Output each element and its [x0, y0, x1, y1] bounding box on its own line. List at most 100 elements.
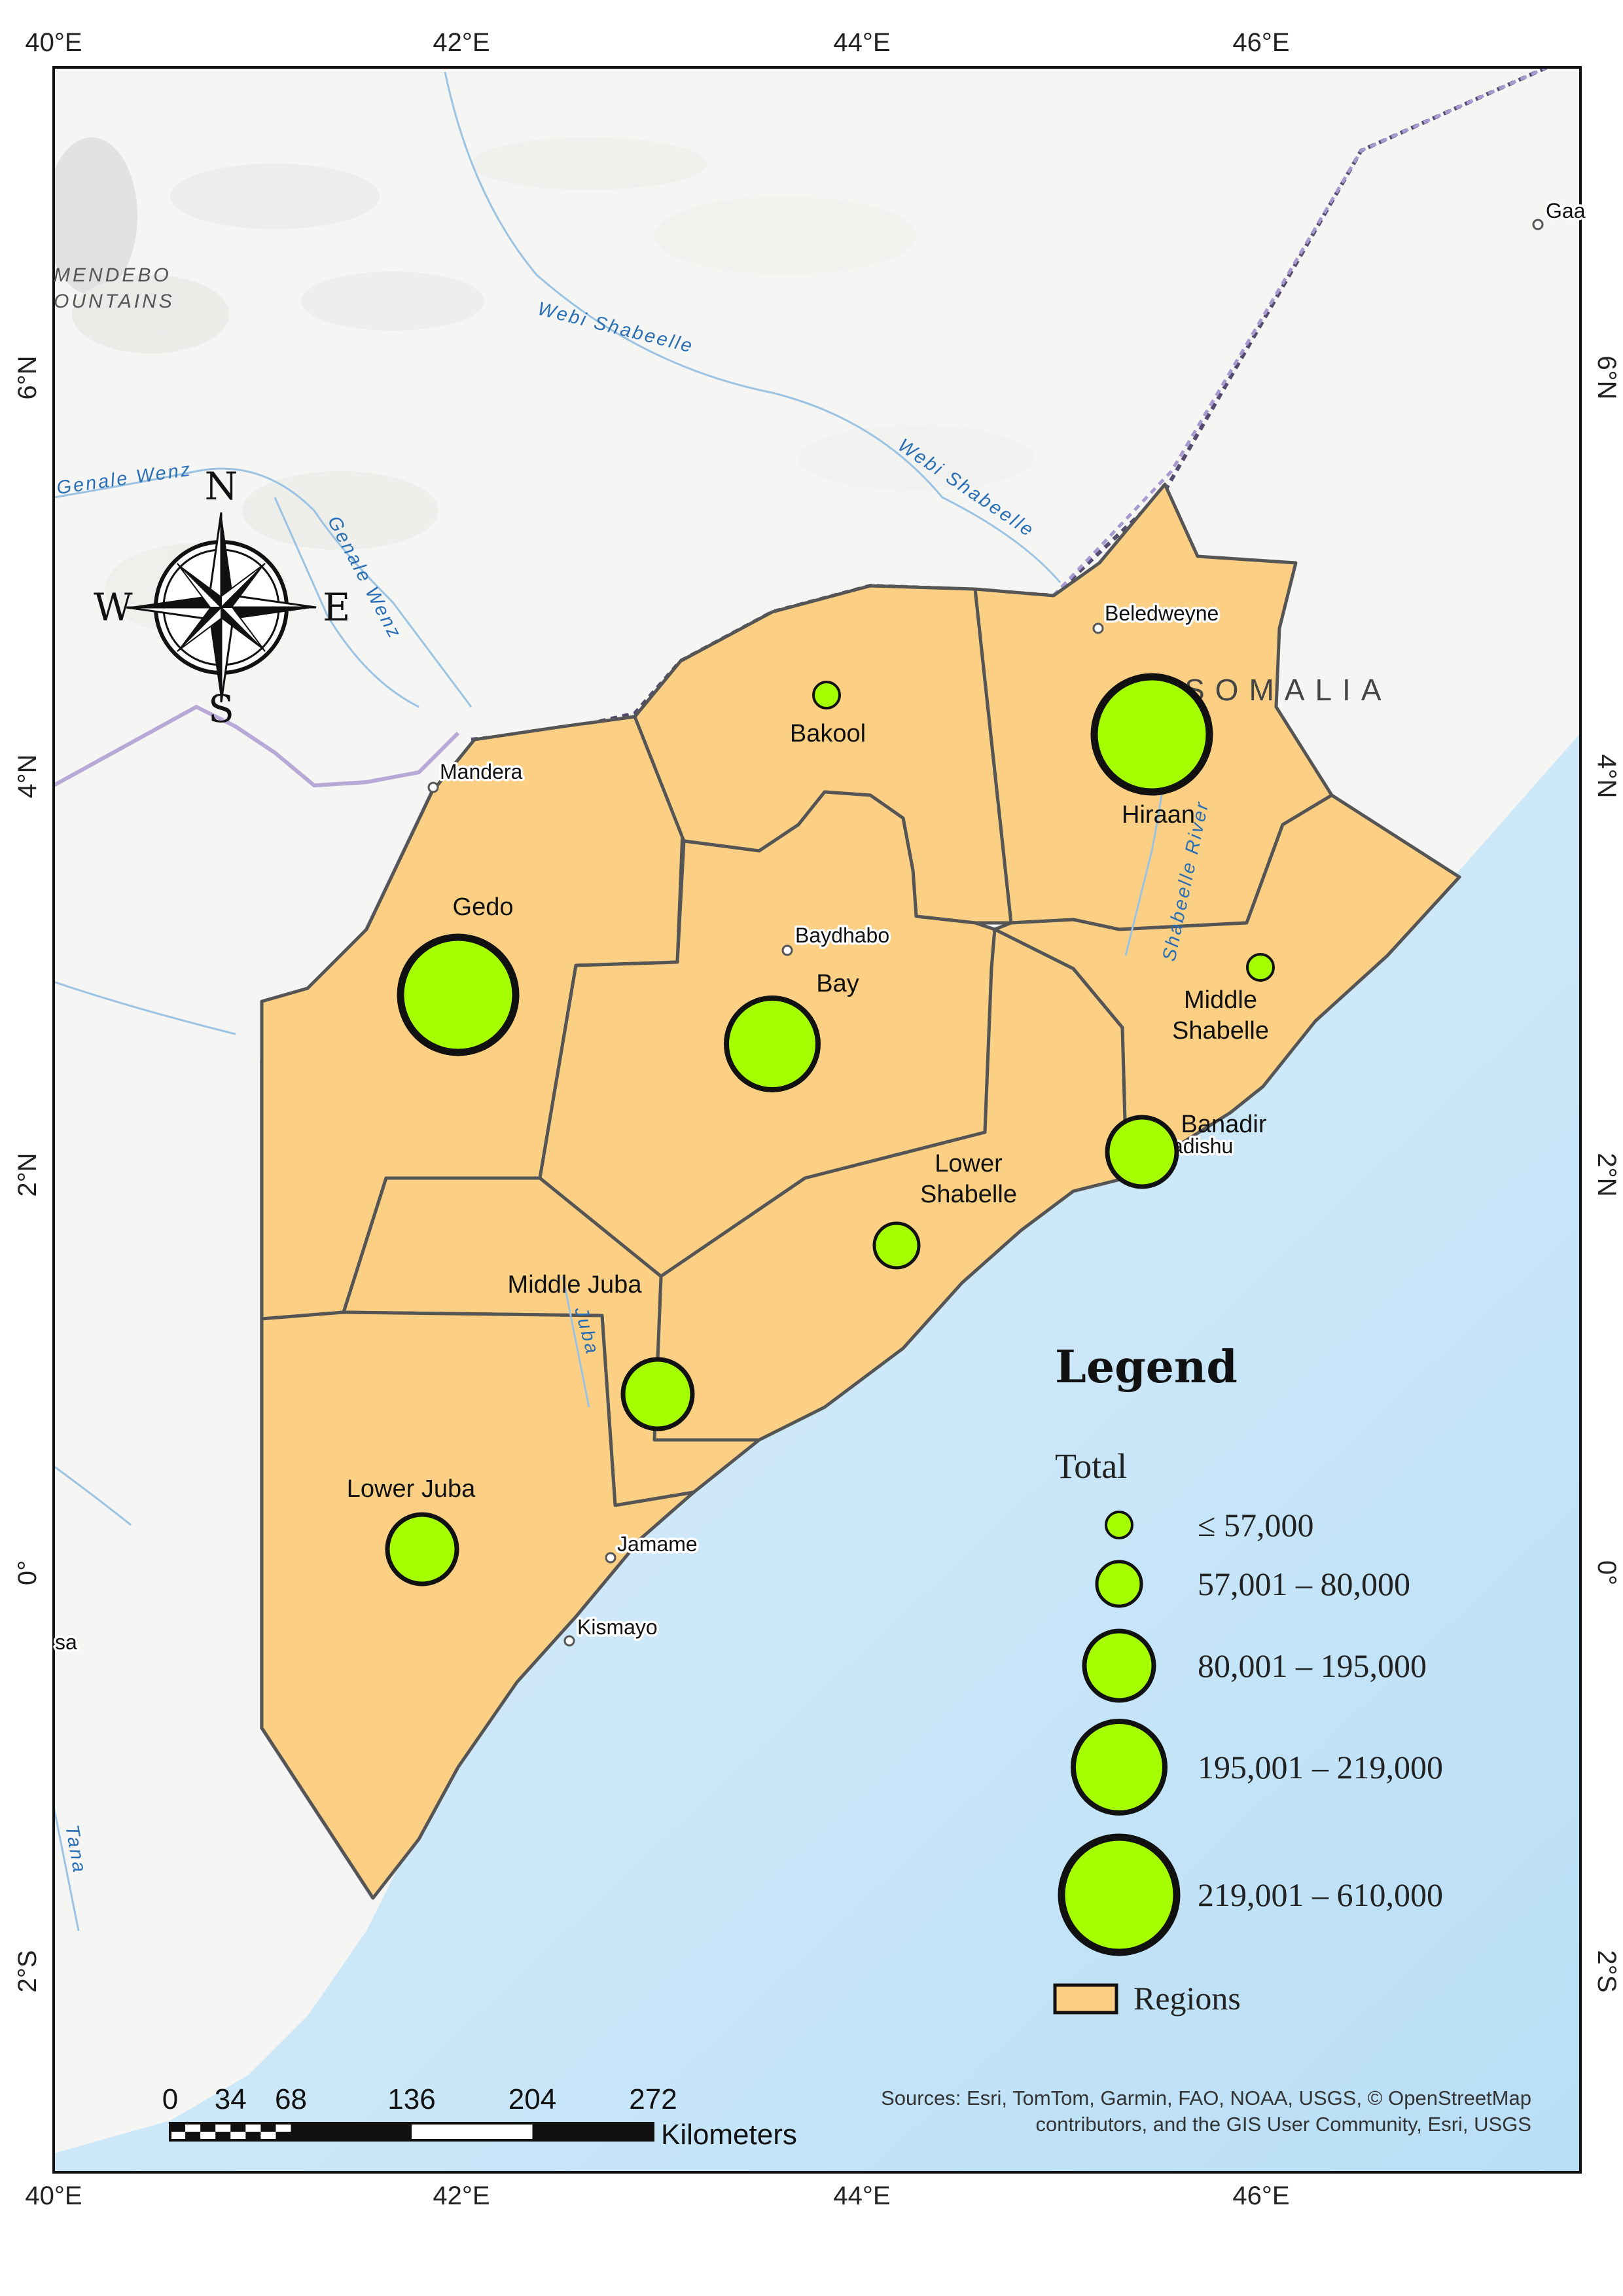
region-label-middle-juba: Middle Juba — [508, 1271, 643, 1299]
place-label-baydhabo: Baydhabo — [795, 924, 889, 947]
population-symbols — [385, 673, 1275, 1587]
scale-segment — [276, 2132, 291, 2140]
sources-line-1: Sources: Esri, TomTom, Garmin, FAO, NOAA… — [881, 2087, 1531, 2109]
graticule-bottom-label: 40°E — [25, 2181, 82, 2210]
compass-w: W — [94, 585, 133, 630]
legend-symbol — [1105, 1511, 1133, 1539]
graticule-top-label: 46°E — [1232, 28, 1289, 57]
region-label-middle-shabelle-1: Middle — [1184, 986, 1257, 1014]
scale-bar: 0 34 68 136 204 272 Kilometers — [162, 2083, 797, 2151]
graticule-top-label: 40°E — [25, 28, 82, 57]
scale-tick-label: 0 — [162, 2083, 178, 2115]
region-label-middle-shabelle-2: Shabelle — [1172, 1017, 1269, 1045]
north-arrow: N S E W — [94, 464, 350, 731]
basemap — [54, 67, 1580, 2172]
scale-segment — [215, 2132, 231, 2140]
graticule-right-label: 2°S — [1592, 1950, 1621, 1993]
country-label: SOMALIA — [1185, 673, 1392, 707]
graticule-bottom-label: 42°E — [433, 2181, 490, 2210]
region-lower-juba — [260, 1310, 696, 1900]
map-frame — [52, 66, 1582, 2174]
place-label-mandera: Mandera — [440, 760, 523, 783]
symbol-gedo — [397, 933, 520, 1056]
graticule-left-label: 4°N — [13, 754, 42, 798]
graticule-right-label: 0° — [1592, 1560, 1621, 1585]
legend-symbol — [1058, 1833, 1181, 1956]
place-point-gaa — [1532, 219, 1544, 230]
scale-segment — [170, 2123, 186, 2132]
place-label-jamame: Jamame — [617, 1532, 698, 1556]
symbol-bakool — [812, 681, 841, 709]
graticule-bottom-label: 44°E — [833, 2181, 890, 2210]
terrain-relief — [54, 137, 1034, 635]
symbol-lower-shabelle — [872, 1221, 921, 1270]
place-point-baydhabo — [781, 944, 793, 956]
scale-segment — [245, 2132, 261, 2140]
graticule-right-label: 4°N — [1592, 754, 1621, 798]
legend-class-label: 80,001 – 195,000 — [1198, 1647, 1427, 1684]
symbol-bay — [724, 996, 821, 1092]
symbol-lower-juba — [385, 1512, 459, 1587]
scale-segment — [230, 2123, 246, 2132]
place-point-mandera — [427, 781, 439, 793]
scale-tick-label: 136 — [387, 2083, 435, 2115]
place-point-jamame — [605, 1552, 616, 1564]
graticule-left-label: 2°S — [13, 1950, 42, 1993]
compass-e: E — [323, 585, 350, 630]
sources-line-2: contributors, and the GIS User Community… — [1036, 2113, 1531, 2136]
region-label-banadir: Banadir — [1181, 1111, 1267, 1138]
region-label-bay: Bay — [816, 970, 859, 997]
compass-n: N — [205, 464, 238, 509]
legend-regions-swatch — [1053, 1983, 1118, 2015]
scale-tick-label: 204 — [508, 2083, 556, 2115]
legend-class-label: 219,001 – 610,000 — [1198, 1876, 1443, 1913]
graticule-left-label: 0° — [13, 1560, 42, 1585]
graticule-left-label: 6°N — [13, 355, 42, 399]
legend-symbol — [1082, 1628, 1156, 1703]
legend-symbol — [1095, 1560, 1143, 1608]
place-label-gaa: Gaa — [1546, 199, 1586, 223]
symbol-middle-shabelle — [1246, 953, 1275, 982]
scale-unit: Kilometers — [661, 2119, 797, 2151]
place-label-sa: sa — [55, 1630, 77, 1654]
legend-field: Total — [1055, 1446, 1127, 1486]
place-point-beledweyne — [1092, 622, 1104, 634]
graticule-top-label: 42°E — [433, 28, 490, 57]
place-label-kismayo: Kismayo — [577, 1615, 658, 1639]
graticule: 40°E 42°E 44°E 46°E 40°E 42°E 44°E 46°E 6°N 4°N 2°… — [13, 28, 1621, 2210]
scale-tick-label: 68 — [275, 2083, 307, 2115]
place-label-mogadishu: adishu — [1171, 1134, 1233, 1158]
graticule-right-label: 6°N — [1592, 355, 1621, 399]
legend-classes: ≤ 57,000 57,001 – 80,000 80,001 – 195,000 1… — [1058, 1507, 1443, 1956]
region-labels: Gedo Bakool Hiraan Bay Middle Shabelle B… — [347, 720, 1269, 1503]
scale-tick-label: 34 — [215, 2083, 247, 2115]
symbol-banadir — [1105, 1115, 1179, 1189]
legend: Legend Total ≤ 57,000 57,001 – 80,000 80,0… — [1053, 1341, 1443, 2017]
legend-class-label: 195,001 – 219,000 — [1198, 1749, 1443, 1785]
relief-label-1: MENDEBO — [54, 264, 171, 286]
scale-segment — [260, 2123, 276, 2132]
legend-symbol — [1071, 1719, 1168, 1816]
graticule-right-label: 2°N — [1592, 1153, 1621, 1196]
symbol-middle-juba — [620, 1357, 695, 1431]
region-label-lower-juba: Lower Juba — [347, 1475, 476, 1503]
region-label-lower-shabelle-1: Lower — [935, 1150, 1003, 1177]
graticule-top-label: 44°E — [833, 28, 890, 57]
place-label-beledweyne: Beledweyne — [1105, 601, 1219, 625]
compass-s: S — [208, 687, 234, 731]
scale-tick-label: 272 — [629, 2083, 677, 2115]
legend-title: Legend — [1055, 1341, 1238, 1393]
graticule-bottom-label: 46°E — [1232, 2181, 1289, 2210]
symbol-hiraan — [1090, 673, 1213, 796]
legend-regions-label: Regions — [1133, 1980, 1241, 2017]
scale-segment — [291, 2123, 412, 2140]
relief-label-2: OUNTAINS — [54, 291, 175, 312]
legend-class-label: ≤ 57,000 — [1198, 1507, 1313, 1543]
scale-segment — [200, 2123, 216, 2132]
graticule-left-label: 2°N — [13, 1153, 42, 1196]
scale-segment — [185, 2132, 201, 2140]
region-label-bakool: Bakool — [790, 720, 866, 747]
region-label-lower-shabelle-2: Shabelle — [920, 1181, 1017, 1208]
place-point-kismayo — [563, 1635, 575, 1647]
